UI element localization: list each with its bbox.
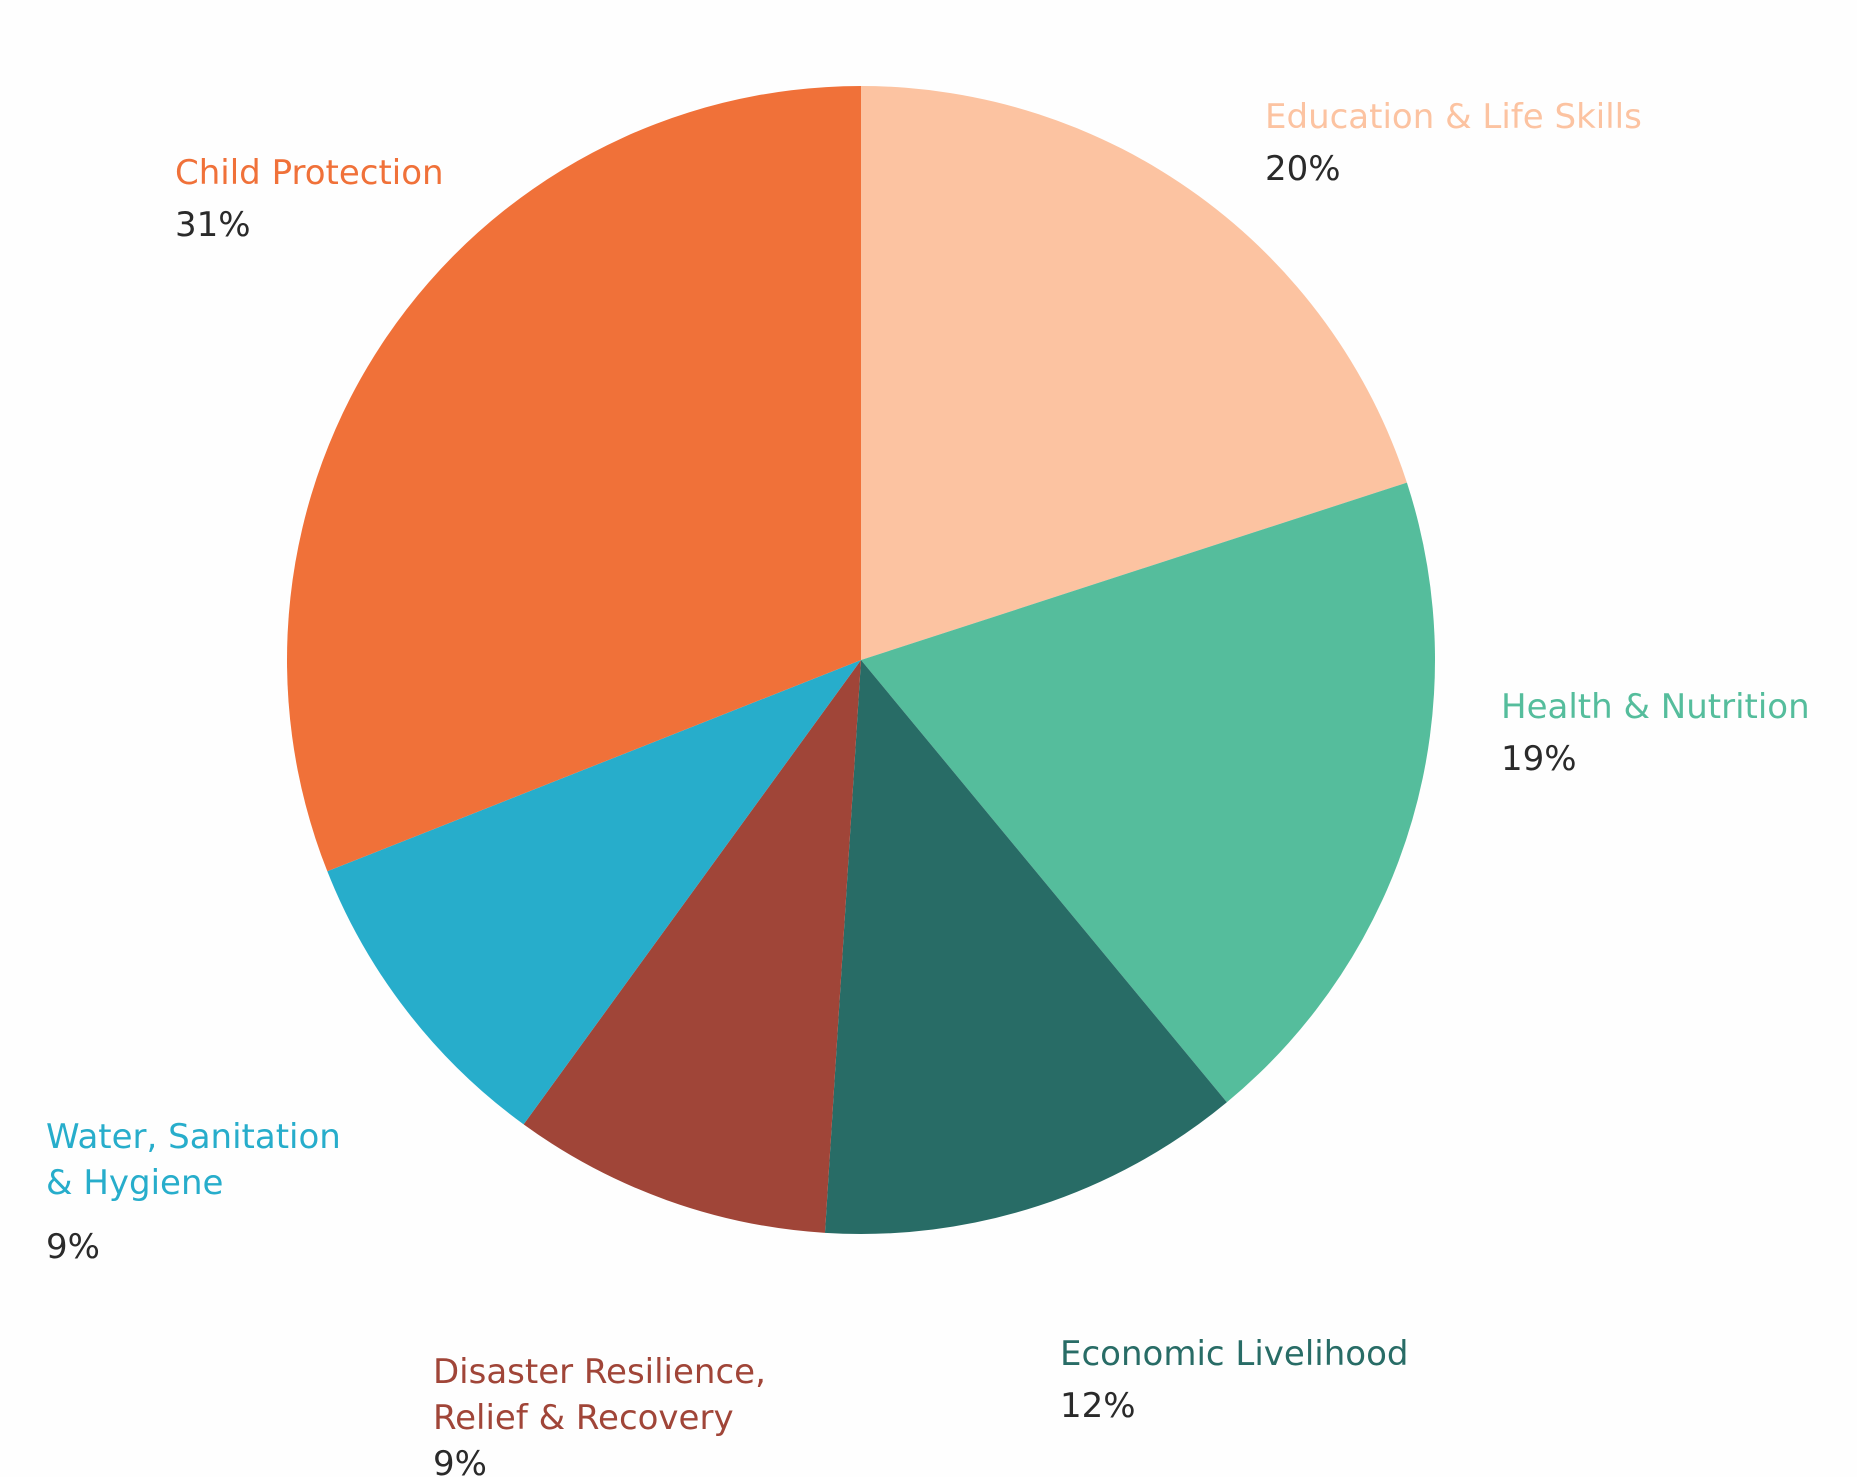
label-health: Health & Nutrition 19% <box>1501 638 1810 828</box>
pie-slice-0 <box>861 86 1407 660</box>
pie-slice-1 <box>861 482 1436 1103</box>
label-economic: Economic Livelihood 12% <box>1060 1285 1408 1475</box>
label-value: 9% <box>433 1444 487 1477</box>
pie-slice-4 <box>327 660 861 1125</box>
label-disaster: Disaster Resilience, Relief & Recovery 9… <box>433 1303 766 1477</box>
label-text: Disaster Resilience, Relief & Recovery <box>433 1352 766 1438</box>
label-value: 19% <box>1501 739 1577 779</box>
pie-slice-3 <box>523 660 861 1233</box>
label-value: 12% <box>1060 1386 1136 1426</box>
label-value: 20% <box>1265 149 1341 189</box>
label-text: Education & Life Skills <box>1265 97 1642 137</box>
label-text: Water, Sanitation & Hygiene <box>46 1117 341 1203</box>
label-water: Water, Sanitation & Hygiene 9% <box>46 1068 341 1316</box>
label-education: Education & Life Skills 20% <box>1265 48 1642 238</box>
label-value: 9% <box>46 1227 100 1267</box>
label-text: Child Protection <box>175 153 444 193</box>
label-child-protection: Child Protection 31% <box>175 104 444 294</box>
pie-slice-2 <box>824 660 1227 1234</box>
label-value: 31% <box>175 205 251 245</box>
label-text: Health & Nutrition <box>1501 687 1810 727</box>
pie-slice-5 <box>287 86 861 872</box>
label-text: Economic Livelihood <box>1060 1334 1409 1374</box>
